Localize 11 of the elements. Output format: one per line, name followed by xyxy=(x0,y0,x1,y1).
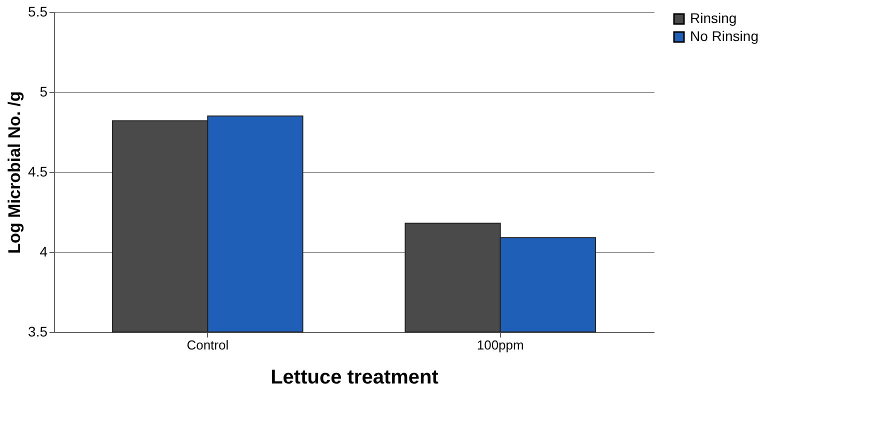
y-tick-label: 4 xyxy=(40,244,48,260)
legend-label: Rinsing xyxy=(690,10,737,26)
y-tick-label: 4.5 xyxy=(28,164,48,180)
legend-label: No Rinsing xyxy=(690,28,758,44)
x-tick-label: 100ppm xyxy=(476,338,524,352)
y-tick-label: 5 xyxy=(40,84,48,100)
x-axis-title: Lettuce treatment xyxy=(270,366,439,388)
y-axis-title: Log Microbial No. /g xyxy=(5,91,24,254)
y-tick-label: 5.5 xyxy=(28,4,48,20)
x-tick-label: Control xyxy=(186,338,229,352)
y-tick-label: 3.5 xyxy=(28,324,48,340)
